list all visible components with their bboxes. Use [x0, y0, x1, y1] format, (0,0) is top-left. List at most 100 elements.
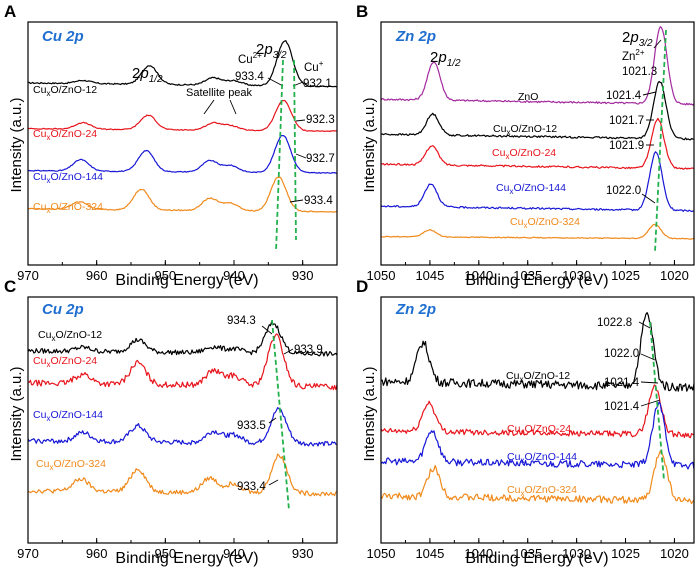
series-line-b-2: [380, 117, 695, 170]
series-line-c-0: [27, 321, 338, 357]
y-axis-label-d: Intensity (a.u.): [361, 366, 378, 461]
panel-b: B Zn 2p Intensity (a.u.) Binding Energy …: [356, 2, 695, 289]
curve-label-a-0: CuxO/ZnO-12: [33, 84, 97, 98]
plot-frame-a: [27, 21, 338, 266]
curve-label-b-2: CuxO/ZnO-24: [492, 147, 556, 161]
series-group-b: [380, 26, 695, 240]
x-axis-label-c: Binding Energy (eV): [115, 550, 258, 567]
cu2plus-value: 933.4: [235, 71, 264, 83]
arrow-c-0: [261, 325, 273, 335]
arrow-c-3: [268, 479, 279, 486]
x-tick-label-d-6: 1020: [660, 546, 689, 561]
series-group-a: [27, 40, 338, 213]
x-tick-label-a-4: 930: [292, 268, 314, 283]
curve-label-c-1: CuxO/ZnO-24: [33, 355, 97, 369]
x-tick-label-b-3: 1035: [513, 268, 542, 283]
x-tick-label-b-6: 1020: [660, 268, 689, 283]
plot-frame-c: [27, 296, 338, 544]
x-tick-label-a-3: 940: [223, 268, 245, 283]
y-axis-label-c: Intensity (a.u.): [8, 366, 25, 461]
tick-group-c: 970 960 950 940 930: [17, 538, 338, 561]
x-tick-label-b-0: 1050: [367, 268, 396, 283]
peak-value-b-4: 1022.0: [606, 185, 641, 197]
satellite-arrow-2: [229, 99, 237, 115]
peak-value-d-2: 1021.4: [604, 377, 640, 389]
peak-value-b-1: 1021.4: [606, 90, 642, 102]
series-line-a-1: [27, 99, 338, 133]
x-tick-label-a-2: 950: [154, 268, 176, 283]
curve-label-b-1: CuxO/ZnO-12: [493, 123, 557, 137]
cu2plus-label: Cu2+: [238, 51, 262, 66]
curve-label-a-1: CuxO/ZnO-24: [33, 128, 97, 142]
curve-label-b-3: CuxO/ZnO-144: [496, 182, 566, 196]
panel-letter-a: A: [4, 2, 16, 21]
tick-group-b: 1050 1045 1040 1035 1030 1025 1020: [367, 260, 689, 283]
panel-d: D Zn 2p Intensity (a.u.) Binding Energy …: [356, 277, 695, 567]
cu2plus-arrow: [267, 77, 284, 87]
x-tick-label-d-4: 1030: [562, 546, 591, 561]
zn2plus-label: Zn2+: [622, 48, 645, 63]
peak-value-a-1: 932.3: [306, 114, 335, 126]
x-tick-label-c-0: 970: [17, 546, 39, 561]
peak-value-c-1: 933.9: [294, 344, 323, 356]
x-tick-label-d-2: 1040: [464, 546, 493, 561]
peak-value-a-2: 932.7: [306, 153, 335, 165]
peak-label-2p32-b: 2p3/2: [622, 29, 653, 49]
arrow-a-3: [289, 199, 304, 203]
cuplus-value: 932.1: [303, 78, 332, 90]
arrow-c-2: [268, 417, 277, 424]
x-tick-label-c-3: 940: [223, 546, 245, 561]
peak-value-b-2: 1021.7: [609, 115, 644, 127]
peak-label-2p12-a: 2p1/2: [132, 65, 163, 85]
x-tick-label-d-5: 1025: [611, 546, 640, 561]
x-tick-label-d-3: 1035: [513, 546, 542, 561]
plot-frame-d: [380, 296, 695, 544]
curve-label-d-1: CuxO/ZnO-24: [507, 423, 571, 437]
guide-line-a2: [293, 59, 297, 241]
x-axis-label-a: Binding Energy (eV): [115, 272, 258, 289]
peak-label-2p12-b: 2p1/2: [430, 49, 461, 69]
series-line-d-1: [380, 384, 695, 439]
series-line-d-3: [380, 450, 695, 505]
zn2plus-value: 1021.3: [622, 66, 657, 78]
peak-value-d-1: 1022.0: [604, 348, 639, 360]
series-line-b-0: [380, 26, 695, 106]
curve-label-c-2: CuxO/ZnO-144: [33, 409, 103, 423]
series-line-b-1: [380, 80, 695, 141]
series-group-d: [380, 312, 695, 505]
curve-label-c-3: CuxO/ZnO-324: [36, 458, 106, 472]
arrow-b-4: [641, 193, 656, 204]
guide-line-a1: [275, 59, 284, 253]
arrow-d-1: [640, 353, 656, 361]
x-axis-label-b: Binding Energy (eV): [465, 272, 608, 289]
curve-label-d-0: CuxO/ZnO-12: [506, 370, 570, 384]
panel-title-b: Zn 2p: [395, 28, 436, 45]
x-tick-label-c-4: 930: [292, 546, 314, 561]
series-line-d-2: [380, 401, 695, 470]
x-tick-label-d-0: 1050: [367, 546, 396, 561]
x-tick-label-c-1: 960: [86, 546, 108, 561]
series-line-b-4: [381, 223, 695, 240]
curve-label-c-0: CuxO/ZnO-12: [38, 329, 102, 343]
series-line-c-2: [27, 407, 338, 447]
x-tick-label-b-2: 1040: [464, 268, 493, 283]
curve-label-a-2: CuxO/ZnO-144: [33, 171, 103, 185]
panel-title-c: Cu 2p: [42, 301, 84, 318]
arrow-a-2: [295, 153, 307, 159]
x-tick-label-c-2: 950: [154, 546, 176, 561]
arrow-c-1: [283, 348, 294, 355]
peak-value-c-3: 933.4: [237, 481, 266, 493]
x-tick-label-b-4: 1030: [562, 268, 591, 283]
peak-value-c-0: 934.3: [227, 315, 256, 327]
tick-group-a: 970 960 950 940 930: [17, 260, 338, 283]
curve-label-b-4: CuxO/ZnO-324: [510, 216, 580, 230]
series-line-a-3: [27, 176, 337, 213]
arrow-d-3: [640, 399, 661, 407]
guide-line-b: [654, 29, 667, 253]
panel-a: A Cu 2p Intensity (a.u.) Binding Energy …: [4, 2, 338, 289]
arrow-d-0: [638, 321, 651, 329]
peak-value-d-3: 1021.4: [604, 401, 640, 413]
peak-value-c-2: 933.5: [237, 420, 266, 432]
satellite-peak-label: Satellite peak: [186, 87, 253, 99]
